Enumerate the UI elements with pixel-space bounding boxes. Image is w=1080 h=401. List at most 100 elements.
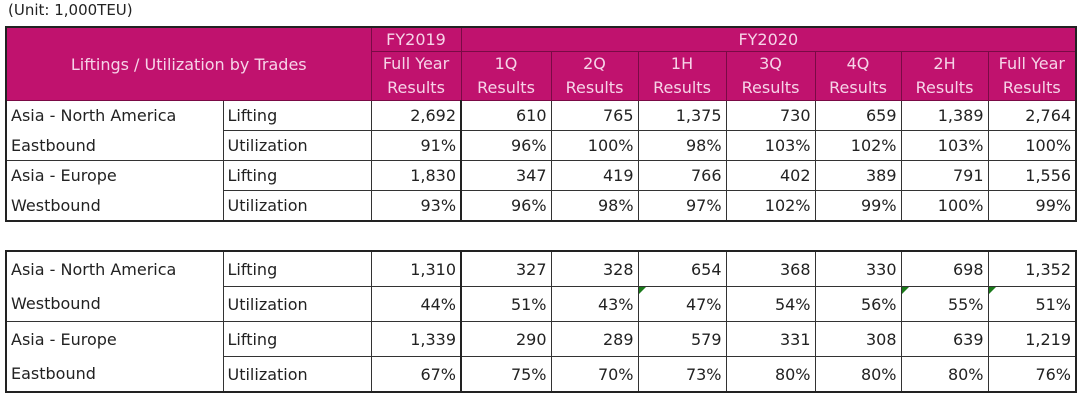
value-cell: 327 (460, 250, 552, 287)
value-cell: 73% (637, 356, 727, 393)
value-cell: 80% (814, 356, 902, 393)
value-cell: 102% (725, 190, 816, 222)
metric-label: Utilization (222, 130, 372, 161)
value-cell: 331 (725, 321, 816, 357)
value-cell: 80% (900, 356, 989, 393)
value-cell: 91% (370, 130, 463, 161)
value-cell: 1,830 (370, 160, 463, 191)
value-cell: 639 (900, 321, 989, 357)
value-cell: 51% (460, 286, 552, 322)
value-cell: 579 (637, 321, 727, 357)
value-cell: 330 (814, 250, 902, 287)
value-cell: 698 (900, 250, 989, 287)
table-row: Westbound Utilization 93% 96% 98% 97% 102% 99% 1… (5, 190, 1077, 222)
value-cell: 103% (725, 130, 816, 161)
value-cell: 93% (370, 190, 463, 222)
column-header: Full Year Results (370, 51, 462, 101)
value-cell: 402 (725, 160, 816, 191)
value-cell: 76% (987, 356, 1077, 393)
value-cell: 1,389 (900, 100, 989, 131)
value-cell: 70% (550, 356, 639, 393)
value-cell: 368 (725, 250, 816, 287)
trade-name: Asia - North America (5, 250, 224, 287)
table-row: Westbound Utilization 44% 51% 43% 47% 54% 56% 55… (5, 286, 1077, 322)
value-cell: 2,692 (370, 100, 463, 131)
trade-name: Asia - Europe (5, 160, 224, 191)
trade-name: Eastbound (5, 356, 224, 393)
value-cell: 659 (814, 100, 902, 131)
value-cell: 99% (987, 190, 1077, 222)
table-title: Liftings / Utilization by Trades (5, 26, 372, 101)
value-cell: 765 (550, 100, 639, 131)
value-cell: 290 (460, 321, 552, 357)
value-cell: 51% (987, 286, 1077, 322)
value-cell: 100% (987, 130, 1077, 161)
column-header: Full Year Results (987, 51, 1077, 101)
trade-name: Asia - Europe (5, 321, 224, 357)
value-cell: 791 (900, 160, 989, 191)
value-cell: 419 (550, 160, 639, 191)
value-cell: 99% (814, 190, 902, 222)
liftings-table-upper: Liftings / Utilization by Trades FY2019 … (5, 26, 1078, 222)
value-cell: 1,219 (987, 321, 1077, 357)
unit-label: (Unit: 1,000TEU) (8, 1, 133, 19)
table-row: Asia - Europe Lifting 1,830 347 419 766 402 389… (5, 160, 1077, 191)
value-cell: 102% (814, 130, 902, 161)
value-cell: 67% (370, 356, 462, 393)
liftings-table-lower: Asia - North America Lifting 1,310 327 328 65… (5, 250, 1077, 393)
value-cell: 654 (637, 250, 727, 287)
fy2020-header: FY2020 (460, 26, 1077, 52)
value-cell: 100% (550, 130, 639, 161)
value-cell: 1,310 (370, 250, 462, 287)
value-cell: 347 (460, 160, 552, 191)
value-cell: 75% (460, 356, 552, 393)
column-header: 1H Results (637, 51, 727, 101)
value-cell: 100% (900, 190, 989, 222)
column-header: 3Q Results (725, 51, 816, 101)
value-cell: 96% (460, 190, 552, 222)
value-cell: 328 (550, 250, 639, 287)
value-cell: 2,764 (987, 100, 1077, 131)
metric-label: Utilization (222, 286, 372, 322)
column-header: 1Q Results (460, 51, 552, 101)
value-cell: 43% (550, 286, 639, 322)
value-cell: 98% (550, 190, 639, 222)
metric-label: Lifting (222, 100, 372, 131)
table-row: Asia - Europe Lifting 1,339 290 289 579 331 308… (5, 321, 1077, 357)
value-cell: 56% (814, 286, 902, 322)
trade-name: Westbound (5, 190, 224, 222)
value-cell: 80% (725, 356, 816, 393)
metric-label: Lifting (222, 250, 372, 287)
value-cell: 54% (725, 286, 816, 322)
metric-label: Lifting (222, 160, 372, 191)
table-row: Asia - North America Lifting 1,310 327 328 65… (5, 250, 1077, 287)
fy2019-header: FY2019 (370, 26, 462, 52)
column-header: 4Q Results (814, 51, 902, 101)
value-cell: 47% (637, 286, 727, 322)
table-row: Asia - North America Lifting 2,692 610 765 1,… (5, 100, 1077, 131)
value-cell: 389 (814, 160, 902, 191)
value-cell: 55% (900, 286, 989, 322)
metric-label: Lifting (222, 321, 372, 357)
trade-name: Asia - North America (5, 100, 224, 131)
value-cell: 1,556 (987, 160, 1077, 191)
value-cell: 96% (460, 130, 552, 161)
value-cell: 1,352 (987, 250, 1077, 287)
value-cell: 97% (637, 190, 727, 222)
trade-name: Eastbound (5, 130, 224, 161)
value-cell: 1,375 (637, 100, 727, 131)
column-header: 2Q Results (550, 51, 639, 101)
value-cell: 44% (370, 286, 462, 322)
table-row: Eastbound Utilization 91% 96% 100% 98% 103% 102… (5, 130, 1077, 161)
metric-label: Utilization (222, 356, 372, 393)
value-cell: 98% (637, 130, 727, 161)
metric-label: Utilization (222, 190, 372, 222)
value-cell: 610 (460, 100, 552, 131)
trade-name: Westbound (5, 286, 224, 322)
value-cell: 308 (814, 321, 902, 357)
value-cell: 730 (725, 100, 816, 131)
table-row: Eastbound Utilization 67% 75% 70% 73% 80% 80% 80… (5, 356, 1077, 393)
value-cell: 766 (637, 160, 727, 191)
value-cell: 1,339 (370, 321, 462, 357)
column-header: 2H Results (900, 51, 989, 101)
